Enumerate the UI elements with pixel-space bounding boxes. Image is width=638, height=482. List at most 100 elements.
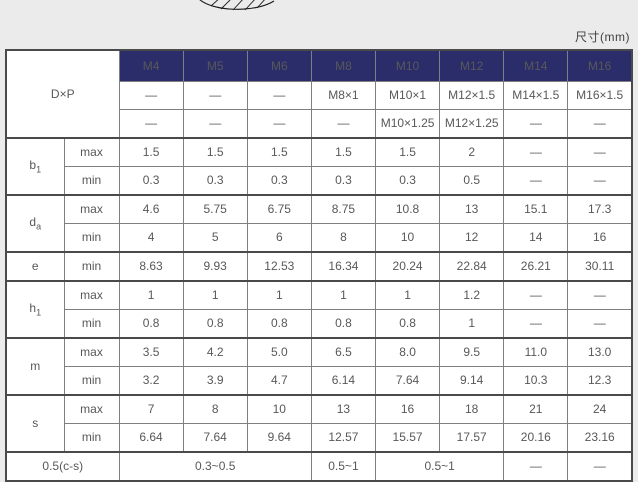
value-cell: 0.8 [374, 308, 441, 338]
table-row: min 0.3 0.3 0.3 0.3 0.3 0.5— — [6, 165, 633, 195]
value-cell: 0.3 [118, 165, 184, 195]
value-cell: 4.6 [118, 193, 184, 224]
value-cell: 9.64 [246, 422, 312, 452]
footer-value-cell: 0.5~1 [310, 450, 377, 481]
value-cell: 10.8 [374, 193, 441, 224]
value-cell: 9.5 [439, 336, 505, 367]
value-cell: 20.24 [374, 250, 441, 281]
value-cell: 6 [246, 222, 312, 252]
value-cell: 22.84 [439, 250, 505, 281]
limit-label: max [63, 279, 120, 310]
table-row: h1 max 1 1 1 1 1 1.2— — [5, 279, 633, 338]
param-label-e: e [5, 250, 65, 281]
column-header-m16: M16 [567, 49, 633, 82]
value-cell: 15.57 [374, 422, 441, 452]
value-cell: — [503, 308, 569, 338]
value-cell: 21 [503, 393, 569, 424]
value-cell: — [567, 136, 633, 167]
value-cell: 26.21 [503, 250, 569, 281]
param-label-d: da [5, 193, 65, 252]
value-cell: — [567, 165, 633, 195]
value-cell: 0.3 [374, 165, 441, 195]
value-cell: 0.8 [182, 308, 248, 338]
value-cell: 12.53 [246, 250, 312, 281]
value-cell: 4 [118, 222, 184, 252]
table-row: s max 7 8 10 13 16 18 21 24 [5, 393, 633, 452]
table-row: min 4 5 6 8 10 12 14 16 [6, 222, 633, 252]
value-cell: — [503, 136, 569, 167]
limit-label: min [63, 308, 120, 338]
value-cell: 11.0 [503, 336, 569, 367]
limit-label: min [63, 222, 120, 252]
value-cell: 13 [439, 193, 505, 224]
value-cell: 0.3 [310, 165, 377, 195]
value-cell: 12 [439, 222, 505, 252]
value-cell: 1.5 [374, 136, 441, 167]
pitch-cell: M8×1 [310, 80, 377, 110]
limit-label: max [63, 136, 120, 167]
value-cell: 0.8 [118, 308, 184, 338]
value-cell: 15.1 [503, 193, 569, 224]
units-caption: 尺寸(mm) [575, 30, 630, 44]
column-header-m8: M8 [310, 49, 377, 82]
value-cell: 17.57 [439, 422, 505, 452]
value-cell: 12.3 [567, 365, 633, 395]
value-cell: 16 [567, 222, 633, 252]
value-cell: 1 [246, 279, 312, 310]
column-header-m5: M5 [182, 49, 248, 82]
param-label-m: m [5, 336, 65, 395]
value-cell: 1 [182, 279, 248, 310]
value-cell: 1.5 [182, 136, 248, 167]
footer-label: 0.5(c-s) [5, 450, 120, 481]
param-label-b: b1 [5, 136, 65, 195]
page: { "caption": "尺寸(mm)", "table": { "corne… [5, 0, 633, 482]
value-cell: 0.5 [439, 165, 505, 195]
limit-label: min [63, 422, 120, 452]
value-cell: 23.16 [567, 422, 633, 452]
value-cell: 13.0 [567, 336, 633, 367]
footer-value-cell: 0.5~1 [374, 450, 505, 481]
value-cell: 0.8 [310, 308, 377, 338]
value-cell: 7 [118, 393, 184, 424]
pitch-cell: — [310, 108, 377, 138]
column-header-m4: M4 [118, 49, 184, 82]
value-cell: 4.7 [246, 365, 312, 395]
value-cell: 5.0 [246, 336, 312, 367]
limit-label: max [63, 393, 120, 424]
value-cell: 3.2 [118, 365, 184, 395]
footer-value-cell: — [567, 450, 633, 481]
table-row: da max 4.6 5.75 6.75 8.75 10.8 13 15.1 17.3 [5, 193, 633, 252]
value-cell: 1.2 [439, 279, 505, 310]
value-cell: 16 [374, 393, 441, 424]
table-row: 0.5(c-s) 0.3~0.5 0.5~1 0.5~1— — [5, 450, 633, 481]
limit-label: min [63, 365, 120, 395]
footer-value-cell: 0.3~0.5 [118, 450, 312, 481]
value-cell: 0.3 [182, 165, 248, 195]
value-cell: 9.93 [182, 250, 248, 281]
pitch-cell: — [118, 108, 184, 138]
column-header-m6: M6 [246, 49, 312, 82]
param-label-s: s [5, 393, 65, 452]
value-cell: 8.75 [310, 193, 377, 224]
pitch-cell: M10×1.25 [374, 108, 441, 138]
value-cell: 18 [439, 393, 505, 424]
value-cell: 1 [439, 308, 505, 338]
table-row: b1 max 1.5 1.5 1.5 1.5 1.5 2— — [5, 136, 633, 195]
column-header-m10: M10 [374, 49, 441, 82]
value-cell: 1 [310, 279, 377, 310]
value-cell: 13 [310, 393, 377, 424]
pitch-cell: — [118, 80, 184, 110]
pitch-cell: — [182, 80, 248, 110]
column-header-m12: M12 [439, 49, 505, 82]
pitch-cell: — [246, 80, 312, 110]
value-cell: 8 [310, 222, 377, 252]
table-row: e min 8.63 9.93 12.53 16.34 20.24 22.84 26.21 30.… [5, 250, 633, 281]
value-cell: 1.5 [246, 136, 312, 167]
value-cell: 1.5 [118, 136, 184, 167]
value-cell: 10 [246, 393, 312, 424]
pitch-cell: — [182, 108, 248, 138]
pitch-cell: — [246, 108, 312, 138]
limit-label: max [63, 193, 120, 224]
table-row: min 6.64 7.64 9.64 12.57 15.57 17.57 20.16 23.16 [6, 422, 633, 452]
value-cell: 7.64 [182, 422, 248, 452]
